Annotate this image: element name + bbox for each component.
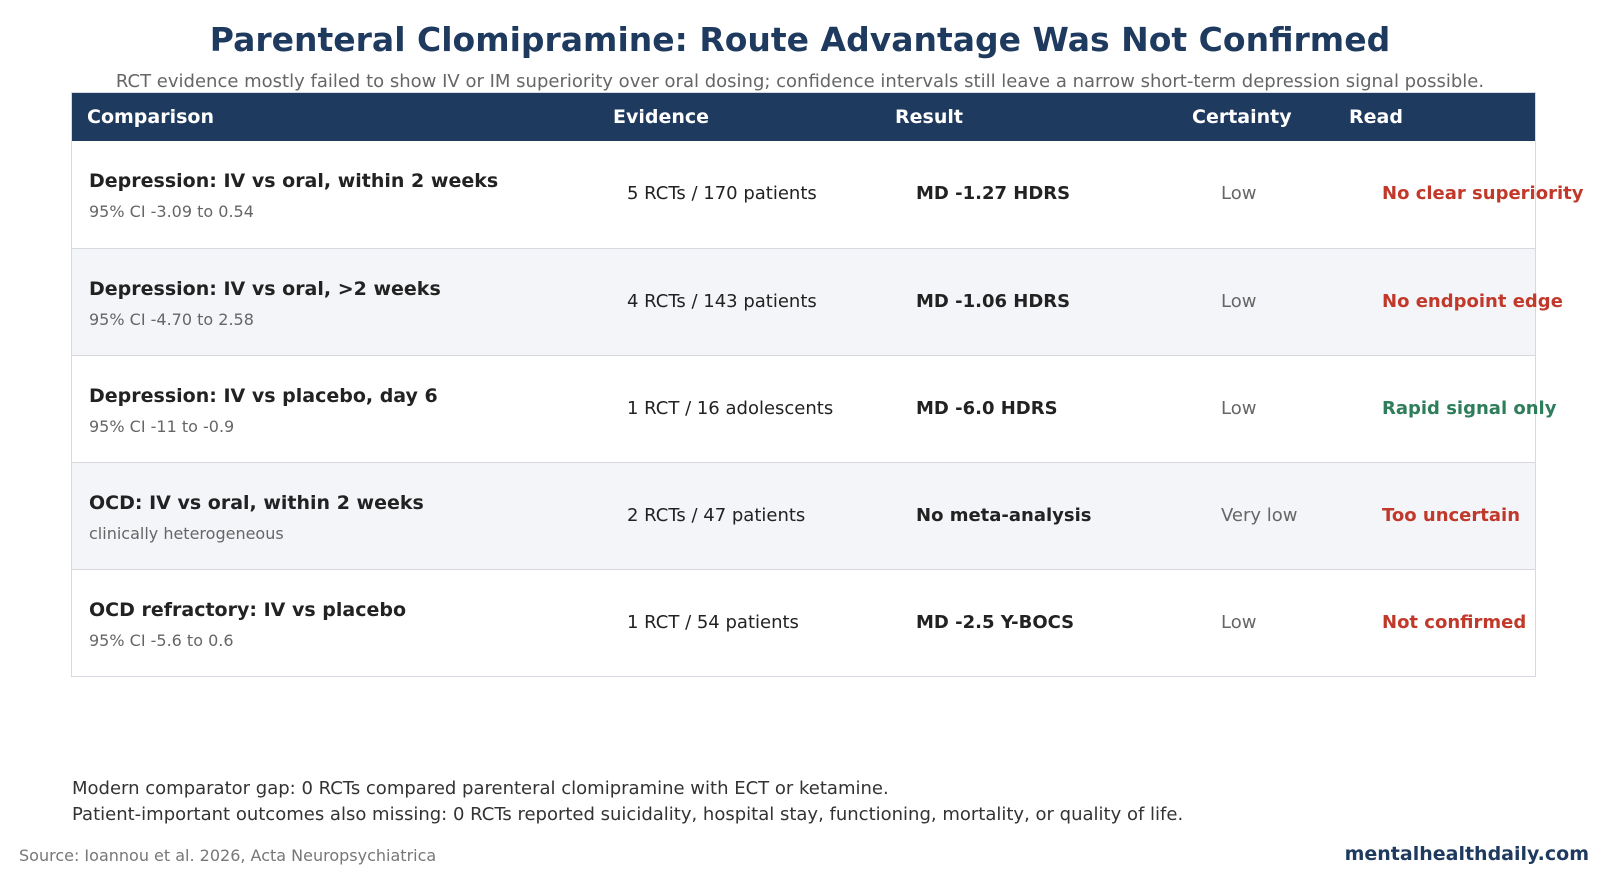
header-evidence: Evidence (613, 106, 710, 128)
header-comparison: Comparison (87, 106, 214, 128)
result-cell: MD -6.0 HDRS (916, 398, 1058, 419)
comparison-label: Depression: IV vs oral, >2 weeks (89, 278, 441, 300)
footnote-comparator-gap: Modern comparator gap: 0 RCTs compared p… (72, 778, 889, 799)
evidence-cell: 1 RCT / 54 patients (627, 612, 799, 633)
brand-logo: mentalhealthdaily.com (1344, 843, 1589, 865)
evidence-cell: 5 RCTs / 170 patients (627, 183, 817, 204)
table-row: Depression: IV vs oral, within 2 weeks 9… (72, 141, 1583, 248)
comparison-detail: 95% CI -3.09 to 0.54 (89, 202, 254, 221)
page-subtitle: RCT evidence mostly failed to show IV or… (115, 71, 1485, 92)
comparison-detail: 95% CI -5.6 to 0.6 (89, 631, 234, 650)
evidence-cell: 2 RCTs / 47 patients (627, 505, 806, 526)
certainty-cell: Low (1221, 291, 1257, 312)
comparison-label: Depression: IV vs oral, within 2 weeks (89, 170, 499, 192)
read-cell: Not confirmed (1382, 612, 1527, 633)
certainty-cell: Low (1221, 398, 1257, 419)
result-cell: No meta-analysis (916, 505, 1092, 526)
certainty-cell: Very low (1221, 505, 1298, 526)
result-cell: MD -2.5 Y-BOCS (916, 612, 1075, 633)
source-citation: Source: Ioannou et al. 2026, Acta Neurop… (19, 846, 437, 865)
table-body: Depression: IV vs oral, within 2 weeks 9… (72, 141, 1583, 676)
footnote-outcomes-missing: Patient-important outcomes also missing:… (72, 804, 1184, 825)
table-header: Comparison Evidence Result Certainty Rea… (72, 93, 1535, 141)
certainty-cell: Low (1221, 612, 1257, 633)
footnotes: Modern comparator gap: 0 RCTs compared p… (72, 776, 1183, 828)
page-title: Parenteral Clomipramine: Route Advantage… (209, 20, 1391, 59)
evidence-cell: 4 RCTs / 143 patients (627, 291, 817, 312)
table-row: OCD: IV vs oral, within 2 weeks clinical… (72, 462, 1535, 569)
comparison-detail: 95% CI -11 to -0.9 (89, 417, 235, 436)
comparison-label: OCD refractory: IV vs placebo (89, 599, 406, 621)
evidence-table: Comparison Evidence Result Certainty Rea… (71, 92, 1583, 677)
table-row: Depression: IV vs oral, >2 weeks 95% CI … (72, 248, 1563, 355)
comparison-detail: clinically heterogeneous (89, 524, 284, 543)
comparison-label: OCD: IV vs oral, within 2 weeks (89, 492, 424, 514)
read-cell: Too uncertain (1382, 505, 1521, 526)
result-cell: MD -1.06 HDRS (916, 291, 1071, 312)
read-cell: No clear superiority (1382, 183, 1584, 204)
result-cell: MD -1.27 HDRS (916, 183, 1071, 204)
header-certainty: Certainty (1192, 106, 1292, 128)
header-result: Result (895, 106, 963, 128)
header-read: Read (1349, 106, 1403, 128)
table-row: Depression: IV vs placebo, day 6 95% CI … (72, 355, 1556, 462)
table-row: OCD refractory: IV vs placebo 95% CI -5.… (72, 569, 1535, 676)
read-cell: Rapid signal only (1382, 398, 1557, 419)
comparison-detail: 95% CI -4.70 to 2.58 (89, 310, 254, 329)
evidence-cell: 1 RCT / 16 adolescents (627, 398, 834, 419)
comparison-label: Depression: IV vs placebo, day 6 (89, 385, 438, 407)
certainty-cell: Low (1221, 183, 1257, 204)
read-cell: No endpoint edge (1382, 291, 1563, 312)
